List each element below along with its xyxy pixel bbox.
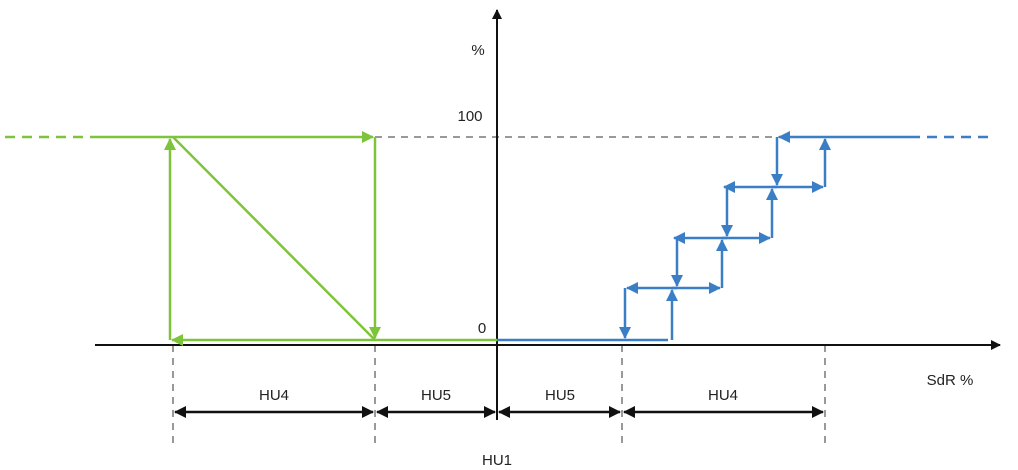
- band-label: HU4: [259, 387, 289, 404]
- x-axis-label: SdR %: [927, 372, 974, 389]
- blue-steps: [497, 131, 990, 342]
- band-label: HU4: [708, 387, 738, 404]
- y-bottom-label: 0: [478, 320, 486, 337]
- guides: [172, 136, 826, 445]
- y-axis-label: %: [471, 42, 484, 59]
- origin-label: HU1: [482, 452, 512, 469]
- band-label: HU5: [545, 387, 575, 404]
- green-hysteresis: [5, 131, 497, 346]
- band-label: HU5: [421, 387, 451, 404]
- y-top-label: 100: [457, 108, 482, 125]
